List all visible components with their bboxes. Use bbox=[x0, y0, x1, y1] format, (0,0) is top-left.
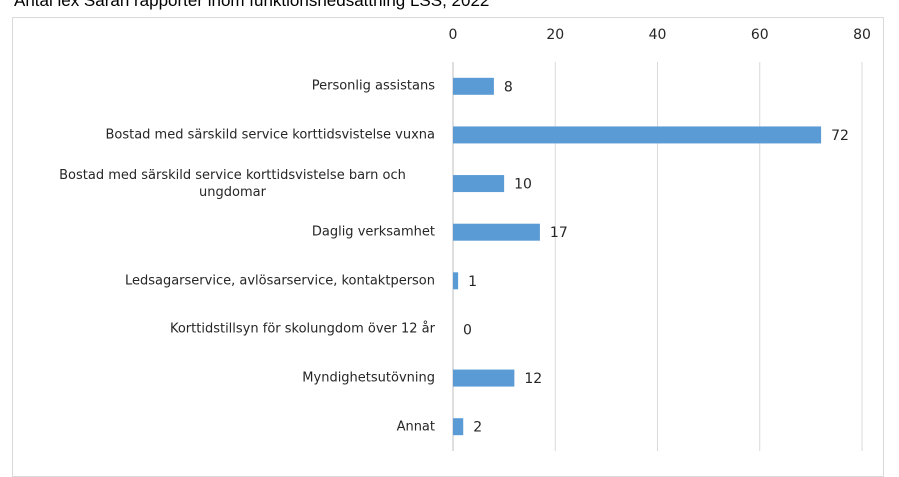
bar bbox=[453, 272, 459, 290]
chart-title: Antal lex Sarah rapporter inom funktions… bbox=[14, 0, 490, 10]
y-tick-label: Myndighetsutövning bbox=[302, 370, 435, 386]
data-label: 10 bbox=[514, 177, 532, 193]
x-tick-label: 80 bbox=[853, 27, 871, 43]
bar bbox=[453, 418, 464, 436]
bar bbox=[453, 223, 540, 241]
y-tick-label: Ledsagarservice, avlösarservice, kontakt… bbox=[124, 273, 435, 289]
x-tick-label: 60 bbox=[751, 27, 769, 43]
bar bbox=[453, 369, 515, 387]
data-label: 1 bbox=[468, 274, 477, 290]
y-tick-label: Daglig verksamhet bbox=[311, 224, 435, 240]
data-label: 72 bbox=[831, 128, 849, 144]
y-tick-label: Personlig assistans bbox=[311, 78, 435, 94]
x-tick-label: 0 bbox=[449, 27, 458, 43]
data-label: 12 bbox=[524, 371, 542, 387]
x-tick-label: 40 bbox=[649, 27, 667, 43]
bar bbox=[453, 175, 505, 193]
data-label: 0 bbox=[463, 322, 472, 338]
data-label: 8 bbox=[504, 79, 513, 95]
data-label: 2 bbox=[473, 420, 482, 436]
data-label: 17 bbox=[550, 225, 568, 241]
bar bbox=[453, 77, 494, 95]
bar bbox=[453, 126, 822, 144]
x-tick-label: 20 bbox=[546, 27, 564, 43]
y-tick-label: Korttidstillsyn för skolungdom över 12 å… bbox=[169, 321, 435, 337]
y-tick-label: Annat bbox=[396, 419, 435, 435]
y-tick-label: Bostad med särskild service korttidsvist… bbox=[105, 127, 435, 143]
y-tick-label: Bostad med särskild service korttidsvist… bbox=[59, 167, 406, 200]
